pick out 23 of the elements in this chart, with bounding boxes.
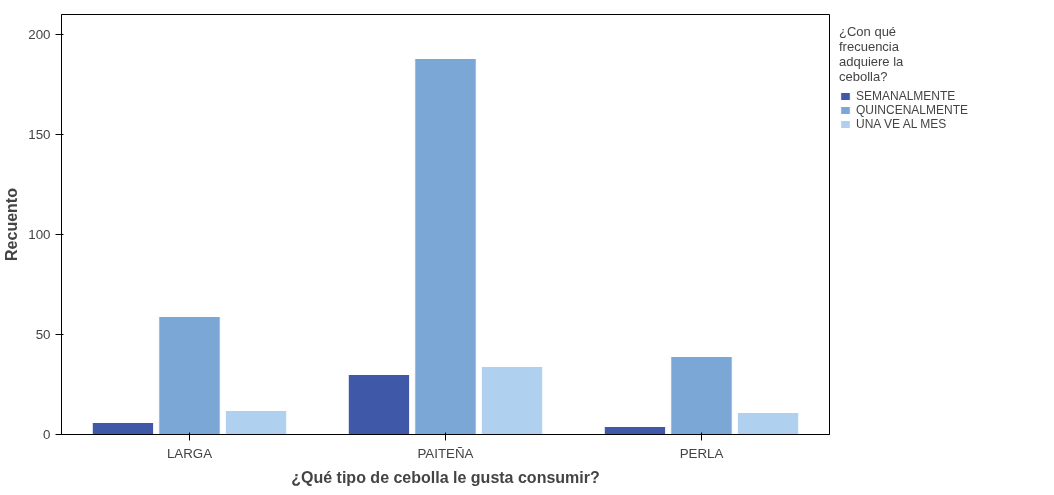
legend-label: QUINCENALMENTE — [856, 103, 969, 117]
bar — [91, 422, 155, 435]
y-tick-label: 0 — [43, 427, 51, 442]
y-tick-label: 50 — [35, 327, 51, 342]
y-tick-label: 100 — [28, 227, 51, 242]
bar — [158, 316, 221, 435]
x-axis-title: ¿Qué tipo de cebolla le gusta consumir? — [291, 468, 600, 486]
bar — [480, 366, 544, 435]
bar — [670, 356, 733, 435]
bar — [224, 410, 288, 435]
x-tick-label: PAITEÑA — [417, 445, 474, 461]
x-tick-label: PERLA — [679, 445, 724, 461]
legend-label: UNA VE AL MES — [856, 117, 947, 131]
bar — [603, 426, 667, 435]
legend-title: ¿Con qué frecuencia adquiere la cebolla? — [839, 24, 905, 84]
bar — [414, 58, 477, 435]
y-axis-title: Recuento — [3, 187, 21, 261]
bar — [736, 412, 800, 435]
y-tick-label: 150 — [28, 127, 51, 142]
bar — [347, 374, 411, 435]
legend-label: SEMANALMENTE — [856, 89, 956, 103]
x-tick-label: LARGA — [166, 445, 213, 461]
y-tick-label: 200 — [28, 27, 51, 42]
